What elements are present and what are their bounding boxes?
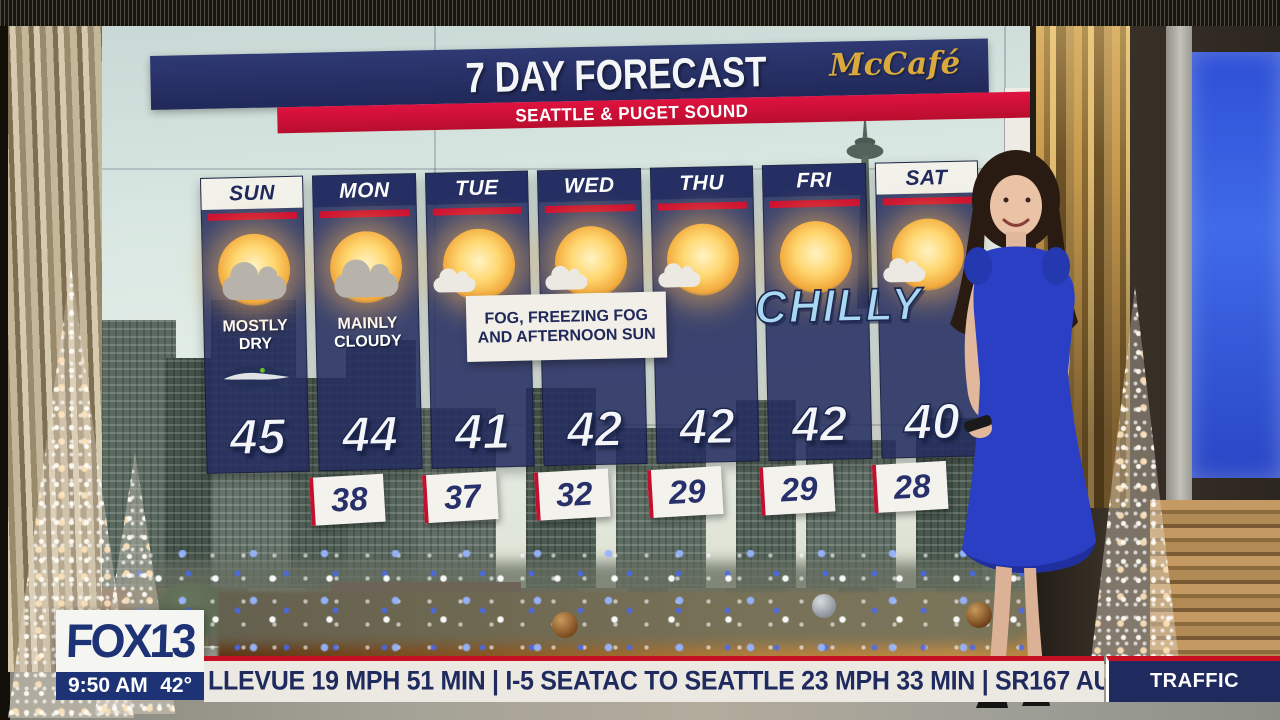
ornament (812, 594, 836, 618)
day-label: TUE (425, 171, 528, 205)
low-temp: 32 (534, 468, 611, 521)
garland-lights (124, 550, 1046, 656)
frame-left-edge (0, 0, 10, 720)
day-stripe (432, 206, 523, 216)
day-label: SUN (201, 176, 304, 210)
ornament (966, 602, 992, 628)
subtitle: SEATTLE & PUGET SOUND (515, 100, 749, 126)
day-label: WED (538, 169, 641, 203)
page-title: 7 DAY FORECAST (465, 49, 768, 103)
high-temp: 42 (790, 395, 848, 454)
christmas-garland (124, 550, 1046, 656)
day-stripe (769, 199, 860, 209)
high-temp: 45 (228, 407, 287, 466)
cloud-icon (334, 272, 399, 298)
condition-label: MAINLY CLOUDY (333, 314, 402, 352)
low-temp: 37 (421, 471, 499, 524)
fox13-logo: FOX13 (65, 613, 195, 668)
traffic-ticker: LLEVUE 19 MPH 51 MIN | I-5 SEATAC TO SEA… (204, 656, 1104, 702)
cloud-icon (545, 274, 588, 291)
ornament (552, 612, 578, 638)
time-display: 9:50 AM (68, 674, 148, 697)
day-column-mon: MON MAINLY CLOUDY 44 38 (309, 173, 423, 526)
day-label: FRI (762, 163, 866, 198)
blue-monitor (1192, 52, 1280, 478)
day-column-sun: SUN MOSTLY DRY 45 (200, 175, 311, 474)
forecast-header: 7 DAY FORECAST McCafé SEATTLE & PUGET SO… (150, 37, 1062, 152)
station-logo-box: FOX13 (56, 610, 204, 672)
temp-display: 42° (160, 674, 192, 697)
studio-ceiling (0, 0, 1280, 26)
condition-label: MOSTLY DRY (222, 317, 288, 354)
low-temp: 38 (309, 473, 387, 526)
seven-day-forecast-board: SUN MOSTLY DRY 45 MON (200, 160, 985, 526)
cloud-icon (657, 271, 701, 288)
ticker-text: LLEVUE 19 MPH 51 MIN | I-5 SEATAC TO SEA… (208, 665, 1104, 697)
high-temp: 44 (341, 405, 399, 464)
traffic-label: TRAFFIC (1149, 670, 1240, 692)
sun-large-cloud-icon (202, 223, 306, 319)
time-temp-bar: 9:50 AM 42° (56, 672, 204, 700)
day-label: THU (650, 166, 753, 200)
high-temp: 41 (453, 402, 511, 461)
day-label: MON (313, 174, 416, 208)
traffic-label-box: TRAFFIC (1106, 656, 1280, 702)
day-stripe (544, 204, 635, 214)
low-temp: 29 (759, 463, 836, 516)
sun-small-cloud-icon (652, 212, 756, 308)
high-temp: 42 (678, 397, 736, 456)
weather-presenter (950, 150, 1096, 708)
high-temp: 42 (566, 400, 624, 459)
sun-large-cloud-icon (314, 220, 418, 316)
day-stripe (657, 201, 747, 211)
fog-annotation: FOG, FREEZING FOG AND AFTERNOON SUN (465, 291, 668, 362)
mccafe-logo: McCafé (828, 45, 961, 84)
seahawks-logo (205, 357, 307, 397)
low-temp: 29 (646, 465, 724, 519)
day-stripe (207, 211, 298, 221)
day-stripe (320, 209, 410, 219)
cloud-icon (221, 275, 287, 301)
cloud-icon (433, 276, 476, 293)
